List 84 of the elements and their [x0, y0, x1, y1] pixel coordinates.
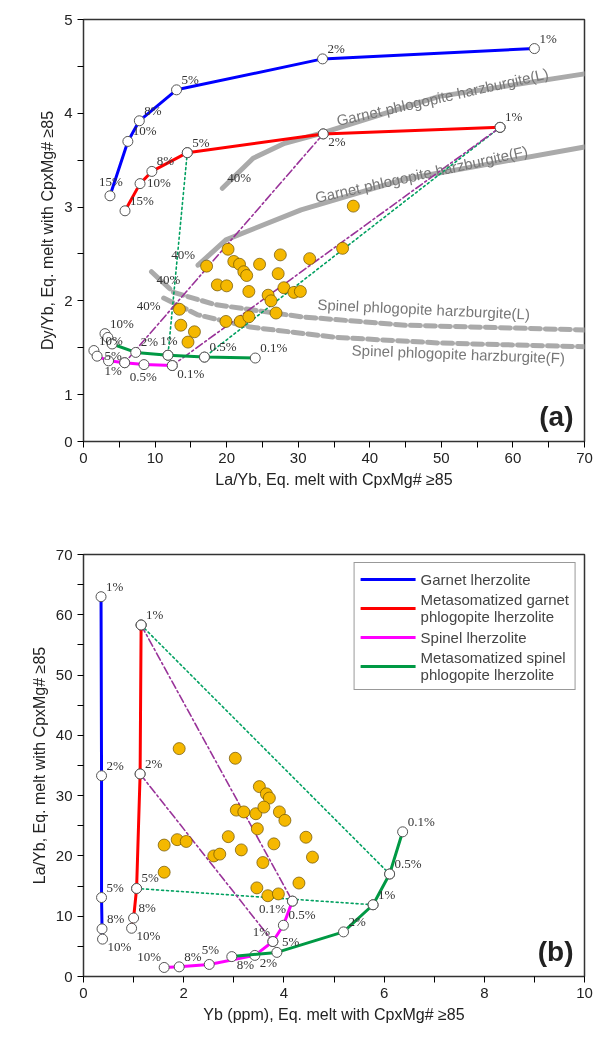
annotation: 1% — [539, 30, 557, 46]
annotation: 1% — [378, 886, 396, 902]
annotation: 0.5% — [209, 339, 237, 355]
annotation: 0.5% — [129, 368, 158, 384]
x-axis-title: Yb (ppm), Eq. melt with CpxMg# ≥85 — [203, 1005, 465, 1023]
annotation: 10% — [132, 123, 157, 139]
annotation: 2% — [328, 133, 346, 149]
annotation: 0.1% — [407, 813, 435, 829]
x-tick-label: 60 — [504, 448, 522, 466]
annotation: 5% — [181, 71, 200, 87]
legend-label: Spinel lherzolite — [420, 628, 527, 646]
annotation: 8% — [236, 956, 255, 972]
y-tick-label: 1 — [64, 385, 73, 403]
annotation: 40% — [227, 170, 252, 186]
annotation: 0.5% — [394, 856, 422, 872]
annotation: 10% — [137, 949, 162, 965]
annotation: 5% — [141, 870, 160, 886]
x-tick-label: 10 — [146, 448, 164, 466]
x-tick-label: 0 — [79, 448, 88, 466]
annotation: 5% — [281, 934, 300, 950]
annotation: 2% — [327, 40, 346, 56]
legend-label: Metasomatized garnet phlogopite lherzolite — [420, 591, 569, 625]
y-tick-label: 0 — [64, 432, 73, 450]
annotation: 10% — [147, 174, 172, 190]
annotation: 10% — [136, 928, 161, 944]
series-label: Spinel phlogopite harzburgite(F) — [351, 341, 566, 367]
annotation: 1% — [106, 578, 124, 594]
annotation: 1% — [160, 333, 178, 349]
y-tick-label: 4 — [64, 104, 73, 122]
annotation: 2% — [259, 955, 278, 971]
y-tick-label: 5 — [64, 10, 73, 28]
annotation: 0.1% — [259, 901, 287, 917]
annotation: (b) — [537, 935, 574, 967]
annotation: 8% — [138, 900, 157, 916]
x-tick-label: 6 — [379, 983, 389, 1001]
legend-label: Metasomatized spinel phlogopite lherzolite — [420, 649, 566, 683]
x-tick-label: 70 — [576, 448, 593, 466]
x-tick-label: 4 — [279, 983, 289, 1001]
annotation: 2% — [140, 334, 159, 350]
x-tick-label: 0 — [79, 983, 88, 1001]
x-tick-label: 40 — [361, 448, 379, 466]
annotation: 1% — [505, 109, 523, 125]
x-tick-label: 2 — [179, 983, 188, 1001]
annotation: 5% — [192, 134, 210, 150]
annotation: 5% — [106, 879, 125, 895]
annotation: (a) — [539, 400, 574, 432]
annotation: 1% — [146, 607, 164, 623]
x-tick-label: 8 — [480, 983, 489, 1001]
x-tick-label: 20 — [218, 448, 235, 466]
annotation: 0.1% — [177, 365, 205, 381]
annotation: 15% — [130, 192, 155, 208]
annotation: 8% — [107, 910, 125, 926]
annotation: 40% — [136, 298, 161, 314]
annotation: 5% — [201, 942, 220, 958]
y-tick-label: 3 — [64, 198, 73, 216]
x-tick-label: 50 — [433, 448, 450, 466]
annotation: 10% — [107, 939, 132, 955]
annotation: 2% — [145, 755, 163, 771]
y-axis-title: Dy/Yb, Eq. melt with CpxMg# ≥85 — [39, 110, 57, 351]
y-tick-label: 30 — [55, 786, 73, 804]
annotation: 40% — [156, 271, 181, 287]
legend-label: Garnet lherzolite — [420, 570, 531, 588]
y-tick-label: 2 — [64, 291, 73, 309]
y-tick-label: 20 — [55, 846, 73, 864]
annotation: 5% — [104, 347, 123, 363]
annotation: 2% — [106, 757, 125, 773]
y-tick-label: 10 — [55, 907, 73, 925]
x-tick-label: 10 — [576, 983, 593, 1001]
y-tick-label: 60 — [55, 605, 73, 623]
x-axis-title: La/Yb, Eq. melt with CpxMg# ≥85 — [215, 470, 453, 488]
annotation: 1% — [252, 923, 271, 939]
y-tick-label: 40 — [55, 726, 73, 744]
annotation: 0.1% — [260, 340, 288, 356]
annotation: 8% — [184, 948, 202, 964]
annotation: 1% — [104, 362, 122, 378]
x-tick-label: 30 — [289, 448, 307, 466]
annotation: 10% — [109, 315, 134, 331]
y-tick-label: 70 — [55, 545, 73, 563]
annotation: 40% — [171, 247, 196, 263]
y-axis-title: La/Yb, Eq. melt with CpxMg# ≥85 — [30, 646, 48, 885]
annotation: 0.5% — [288, 907, 316, 923]
y-tick-label: 50 — [55, 666, 73, 684]
y-tick-label: 0 — [64, 967, 73, 985]
series-label: Spinel phlogopite harzburgite(L) — [317, 295, 531, 323]
